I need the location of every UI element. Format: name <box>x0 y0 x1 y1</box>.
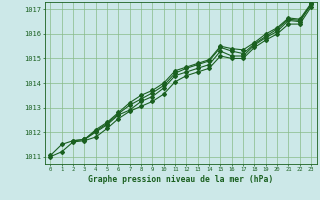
X-axis label: Graphe pression niveau de la mer (hPa): Graphe pression niveau de la mer (hPa) <box>88 175 273 184</box>
